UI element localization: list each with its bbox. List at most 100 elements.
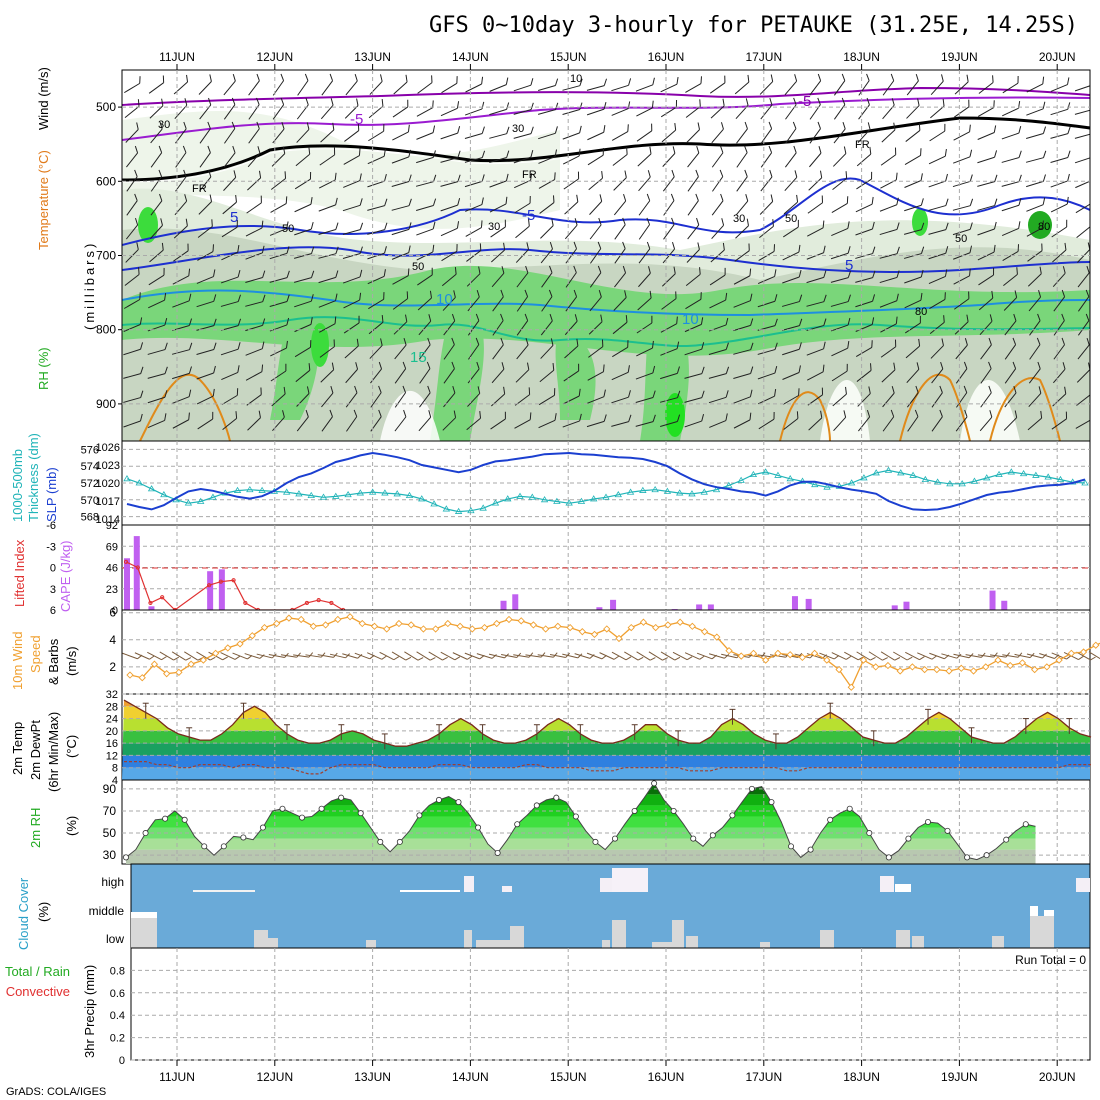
rh-point [827, 816, 834, 823]
thickness-point [675, 489, 684, 496]
wind-barb [563, 171, 580, 190]
rh-point [514, 821, 521, 828]
thickness-point [442, 505, 451, 512]
wind-barb [1029, 313, 1041, 336]
upper-air-panel: 500 600 700 800 900 -5 -5 FR FR FR -5 5 5 10… [36, 67, 1091, 442]
figure-title: GFS 0~10day 3-hourly for PETAUKE (31.25E… [429, 13, 1078, 38]
rh-point [142, 830, 149, 837]
wind-barb [1001, 125, 1022, 140]
wind-barb [956, 385, 968, 408]
wind10-barb [941, 653, 962, 659]
thickness-tick-label: 576 [81, 444, 99, 456]
wind-barb [663, 217, 675, 240]
wind-barb [1074, 156, 1090, 164]
thickness-point [528, 493, 537, 500]
wind-barb [369, 74, 383, 95]
rh-point [455, 799, 462, 806]
cloud-block [760, 942, 770, 948]
wind-barb [638, 193, 651, 216]
wind-barb [540, 338, 554, 359]
wind-barb [855, 317, 875, 332]
temp-tick-label: 4 [112, 775, 118, 787]
wind-barb [368, 124, 385, 142]
wind-barb [856, 363, 872, 382]
wind-barb [419, 361, 431, 384]
wind-barb [929, 292, 946, 309]
wind-point [273, 619, 281, 628]
wind-barb [491, 266, 505, 288]
thickness-point [577, 497, 586, 504]
slp-tick-label: 1026 [96, 442, 120, 454]
wind-barb [418, 410, 432, 432]
wind-barb [270, 340, 288, 357]
wind-barb [955, 409, 968, 432]
rh-axis-unit: (%) [64, 816, 79, 836]
wind-barb [661, 291, 677, 310]
wind-barb [612, 340, 629, 358]
wind-barb [516, 289, 529, 312]
wind-point [297, 615, 305, 624]
precip-axis-title: Total / Rain [5, 964, 70, 979]
rh-point [905, 835, 912, 842]
wind-barb [539, 363, 555, 383]
wind-barb [832, 171, 848, 190]
wind-barb [172, 366, 192, 380]
rh-tick-label: 50 [103, 826, 117, 840]
wind-barb [879, 293, 899, 308]
thickness-point [553, 497, 561, 504]
wind-barb [882, 73, 895, 96]
wind-barb [635, 414, 656, 427]
wind10-barb [159, 651, 179, 661]
wind-barb [979, 410, 993, 432]
wind-barb [124, 267, 140, 286]
wind-barb [538, 149, 558, 164]
wind-barb [736, 145, 748, 168]
wind-barb [733, 389, 753, 404]
wind-barb [247, 146, 261, 168]
rh-point [846, 805, 853, 812]
wind-barb [562, 148, 581, 165]
wind-point [639, 618, 648, 626]
wind-barb [123, 317, 143, 332]
cloud-block [612, 868, 648, 892]
wind10-barb [404, 651, 424, 661]
wind-barb [1026, 101, 1046, 116]
wind-barb [979, 314, 993, 336]
cape-bar [133, 536, 140, 610]
wind-barb [1002, 75, 1019, 94]
pressure-tick-label: 700 [96, 249, 116, 263]
rh-band [126, 849, 1036, 864]
contour-label: 5 [230, 209, 238, 226]
wind-barb [1026, 197, 1046, 212]
wind-barb [711, 193, 724, 216]
li-tick-label: -3 [46, 541, 56, 553]
wind-barb [321, 73, 334, 96]
wind-barb [977, 174, 998, 187]
svg-text:RH (%): RH (%) [36, 347, 51, 390]
thickness-point [233, 486, 242, 493]
thickness-point [872, 469, 880, 476]
wind-barb [662, 169, 675, 192]
rh-label: 80 [1038, 221, 1050, 233]
wind-barb [711, 145, 724, 168]
wind-barb [930, 98, 945, 119]
cloud-block [1044, 910, 1054, 916]
cloud-block [510, 926, 524, 948]
wind-barb [685, 292, 702, 310]
thickness-point [196, 497, 205, 504]
wind-barb [562, 125, 582, 140]
date-label: 13JUN [354, 1070, 391, 1084]
cloud-block [502, 886, 512, 892]
wind-barb [297, 73, 309, 96]
wind-barb [684, 317, 704, 333]
wind-barb [318, 270, 339, 284]
thickness-point [774, 471, 782, 478]
wind-barb [1077, 313, 1090, 336]
wind-barb [1077, 337, 1090, 360]
rh-point [924, 819, 931, 826]
wind-barb [833, 410, 847, 431]
precip-tick-label: 0.6 [110, 988, 125, 1000]
li-point [160, 595, 165, 600]
wind-barb [343, 292, 362, 309]
temp-tick-label: 32 [106, 689, 118, 701]
